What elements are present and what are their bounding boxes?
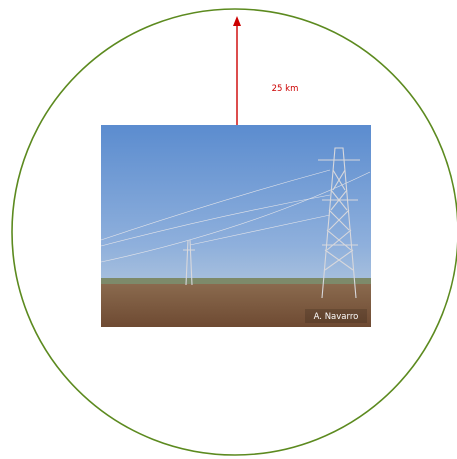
arrow-head — [233, 16, 241, 26]
page: 25 km A. Navarro (() => { const data = J… — [0, 0, 457, 459]
photo: A. Navarro — [101, 125, 371, 327]
distance-label: 25 km — [272, 84, 299, 94]
diagram: 25 km A. Navarro — [0, 0, 457, 459]
photo-credit: A. Navarro — [314, 312, 359, 322]
photo-horizon — [101, 278, 371, 284]
